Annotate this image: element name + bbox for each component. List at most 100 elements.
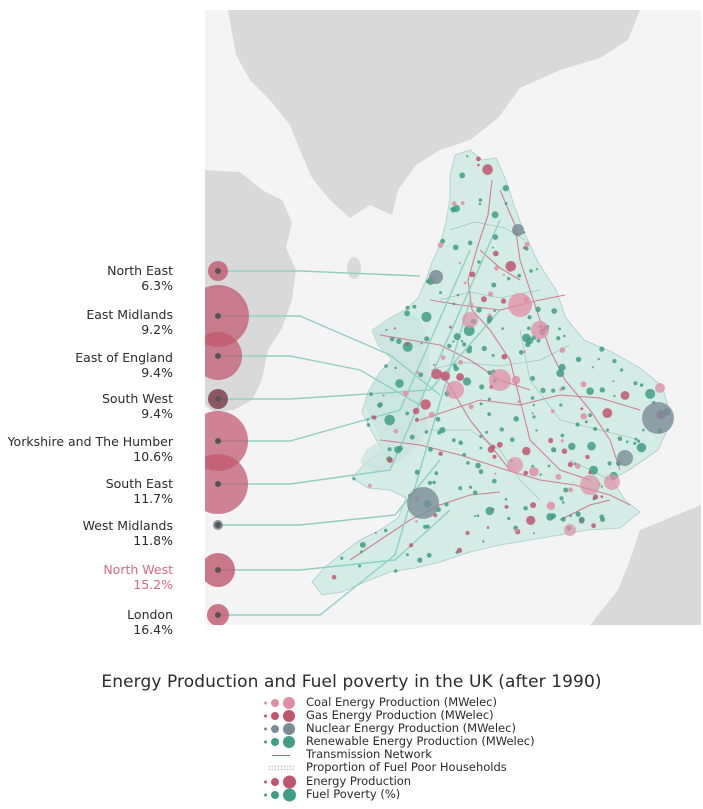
region-name: South East (105, 476, 173, 491)
region-name: East Midlands (86, 307, 173, 322)
production-dot (580, 413, 587, 420)
production-dot (456, 293, 460, 297)
coal-plant-cluster-5 (531, 321, 549, 339)
production-dot (456, 547, 463, 554)
nuclear-plant-heysham (429, 270, 443, 284)
production-dot (556, 336, 561, 341)
production-dot (523, 470, 528, 476)
production-dot (369, 392, 373, 396)
production-dot (453, 333, 461, 341)
production-dot (477, 260, 481, 264)
production-dot (352, 477, 356, 481)
production-dot (536, 338, 541, 343)
production-dot (511, 375, 521, 385)
production-dot (453, 366, 459, 372)
production-dot (502, 185, 509, 192)
production-dot (593, 426, 598, 431)
production-dot (532, 415, 536, 419)
production-dot (535, 306, 541, 313)
red-line-icon (264, 749, 304, 761)
production-dot (396, 338, 402, 344)
production-dot (530, 502, 537, 509)
production-dot (404, 310, 410, 317)
production-dot (450, 207, 457, 213)
production-dot (522, 446, 531, 456)
renewable-dots-icon (264, 736, 304, 749)
production-dot (405, 305, 410, 310)
production-dot (478, 198, 483, 202)
region-label-east-midlands: East Midlands 9.2% (86, 307, 173, 337)
production-dot (530, 376, 536, 381)
production-dot (444, 502, 449, 507)
isle-of-man (347, 257, 361, 279)
production-dot (559, 496, 564, 501)
production-dot (539, 473, 542, 476)
region-value: 9.4% (141, 365, 173, 380)
production-dot (588, 471, 592, 475)
coal-plant-cluster-4 (580, 475, 600, 495)
coal-plant-cluster-3 (446, 381, 464, 399)
production-dot (403, 390, 409, 397)
region-label-south-east: South East 11.7% (106, 476, 173, 506)
production-dot (358, 564, 362, 568)
production-dot (558, 363, 566, 371)
production-dot (529, 269, 533, 273)
production-dot (620, 391, 630, 400)
production-dot (645, 388, 656, 399)
production-dot (568, 487, 573, 493)
production-dot (412, 304, 417, 309)
region-label-yorkshire-humber: Yorkshire and The Humber 10.6% (8, 434, 173, 464)
production-dot (451, 201, 457, 207)
production-dot (486, 315, 493, 322)
production-dot (613, 394, 616, 398)
production-dot (597, 358, 600, 361)
bubble-center-dot (215, 396, 221, 402)
production-dot (612, 358, 617, 364)
production-dot (501, 327, 504, 330)
production-dot (633, 441, 637, 445)
production-dot (468, 345, 473, 350)
production-dot (476, 514, 480, 517)
region-name: London (127, 607, 173, 622)
production-dot (458, 359, 463, 365)
production-dot (468, 485, 473, 489)
production-dot (517, 273, 522, 278)
production-dot (470, 303, 474, 307)
production-dot (387, 457, 393, 463)
production-dot (560, 439, 564, 443)
production-dot (384, 414, 396, 426)
production-dot (535, 268, 539, 271)
legend-label: Coal Energy Production (MWelec) (306, 695, 497, 709)
connector-lines (218, 219, 501, 616)
production-dot (423, 524, 428, 529)
production-dot (560, 433, 565, 438)
production-dot (551, 388, 556, 393)
coal-plant-cluster-9 (564, 524, 576, 536)
production-dot (600, 485, 604, 488)
uk-energy-map (205, 10, 701, 625)
production-dot (389, 336, 395, 342)
legend-label: Fuel Poverty (%) (306, 786, 401, 801)
production-dot (492, 250, 499, 257)
region-name: South West (101, 391, 173, 406)
production-dot (462, 342, 467, 347)
production-dot (414, 469, 420, 475)
region-value: 6.3% (141, 278, 173, 293)
production-dot (561, 501, 565, 504)
bubble-center-dot (215, 313, 221, 319)
production-dot (447, 343, 452, 349)
legend-label: Proportion of Fuel Poor Households (306, 760, 507, 775)
production-dot (606, 428, 610, 432)
production-dot (504, 202, 508, 205)
production-dot (374, 532, 377, 534)
region-name: West Midlands (82, 518, 173, 533)
production-dot (458, 486, 463, 491)
region-value: 11.7% (133, 491, 173, 506)
production-dot (435, 416, 441, 422)
production-dot (559, 347, 566, 353)
production-dot (458, 377, 461, 380)
production-dot (463, 281, 467, 285)
region-value: 16.4% (133, 622, 173, 637)
production-dot (427, 480, 432, 485)
production-dot (421, 311, 432, 323)
